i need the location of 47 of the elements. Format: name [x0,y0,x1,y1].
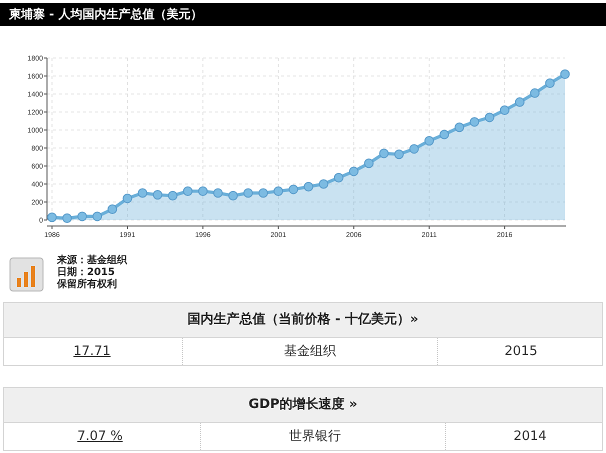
text: 保留所有权利 [57,279,117,290]
point [318,179,328,189]
text: GDP的增长速度 » [248,397,358,412]
point [258,188,268,198]
text: 17.71 [73,344,111,359]
point [108,204,118,214]
text: 2014 [513,429,547,444]
point [182,186,193,196]
point [288,184,298,194]
text: 世界银行 [289,429,341,444]
point [530,88,540,98]
point [213,188,223,198]
source-note: 来源：基金组织 [57,255,127,266]
point [62,213,72,223]
point [439,130,450,140]
point [500,105,510,115]
point [364,158,374,168]
point [122,194,132,204]
point [138,188,148,198]
point [379,148,389,158]
point [274,186,284,196]
text: 基金组织 [284,344,336,359]
point [409,144,419,154]
text: 日期：2015 [57,267,115,278]
point [47,212,57,222]
point [454,122,464,132]
point [560,69,570,79]
point [484,112,494,122]
chart-title: 柬埔寨 - 人均国内生产总值（美元） [9,7,202,21]
point [92,212,102,222]
text: 国内生产总值（当前价格 - 十亿美元）» [188,312,418,327]
point [243,188,253,198]
point [470,117,480,127]
text: 2015 [504,344,538,359]
point [514,97,525,107]
point [152,190,162,200]
point [228,190,238,200]
text: 7.07 % [77,429,123,444]
point [168,190,178,200]
point [545,78,555,88]
point [348,166,359,176]
point [77,212,87,222]
point [424,136,434,146]
point [198,186,208,196]
point [394,150,404,160]
point [334,172,344,182]
point [304,182,314,192]
